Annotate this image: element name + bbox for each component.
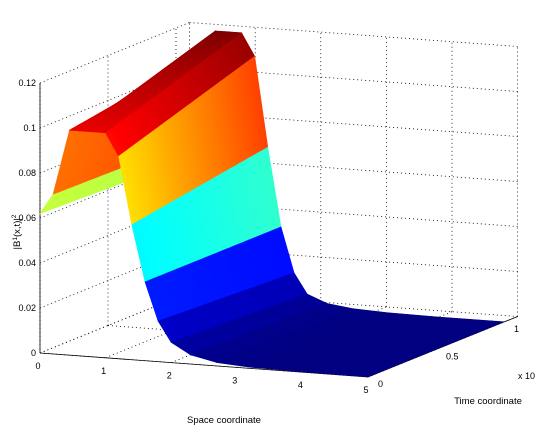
z-tick-label: 0.12 [18, 78, 36, 88]
x-axis-label: Space coordinate [187, 415, 261, 426]
grid-line [189, 202, 518, 227]
z-tick-label: 0 [31, 348, 36, 358]
x-tick-label: 1 [101, 366, 106, 376]
grid-line [39, 67, 190, 129]
y-axis-label: Time coordinate [454, 396, 522, 407]
z-axis-label: |B1(x,t)|2 [11, 214, 23, 249]
x-tick-label: 3 [232, 375, 237, 385]
grid-line [189, 112, 518, 137]
x-tick-label: 5 [363, 385, 368, 395]
y-exponent-label: x 10 [518, 371, 535, 381]
grid-line [189, 67, 518, 92]
z-tick-label: 0.02 [18, 303, 36, 313]
tick-labels: 00.020.040.060.080.10.120 1 2 3 4 500.51 [18, 78, 519, 395]
grid-line [39, 292, 190, 354]
grid-line [189, 22, 518, 47]
surface-mesh [39, 29, 505, 378]
x-tick-label: 0 [35, 361, 40, 371]
surface-patch [302, 370, 372, 378]
x-axis-line [39, 352, 369, 378]
grid-line [39, 202, 190, 264]
y-tick-label: 1 [514, 324, 519, 334]
y-tick-label: 0 [378, 379, 383, 389]
z-tick-label: 0.06 [18, 213, 36, 223]
x-tick-label: 2 [167, 371, 172, 381]
axis-labels: Space coordinate Time coordinate |B1(x,t… [11, 214, 535, 426]
grid-line [39, 247, 190, 309]
z-tick-label: 0.1 [23, 123, 36, 133]
grid-line [189, 157, 518, 182]
grid-line [189, 247, 518, 272]
x-tick-label: 4 [298, 380, 303, 390]
grid-line [189, 292, 518, 317]
grid-line [39, 157, 190, 219]
y-tick-label: 0.5 [446, 352, 459, 362]
z-tick-label: 0.04 [18, 258, 36, 268]
grid-line [39, 22, 190, 84]
z-tick-label: 0.08 [18, 168, 36, 178]
